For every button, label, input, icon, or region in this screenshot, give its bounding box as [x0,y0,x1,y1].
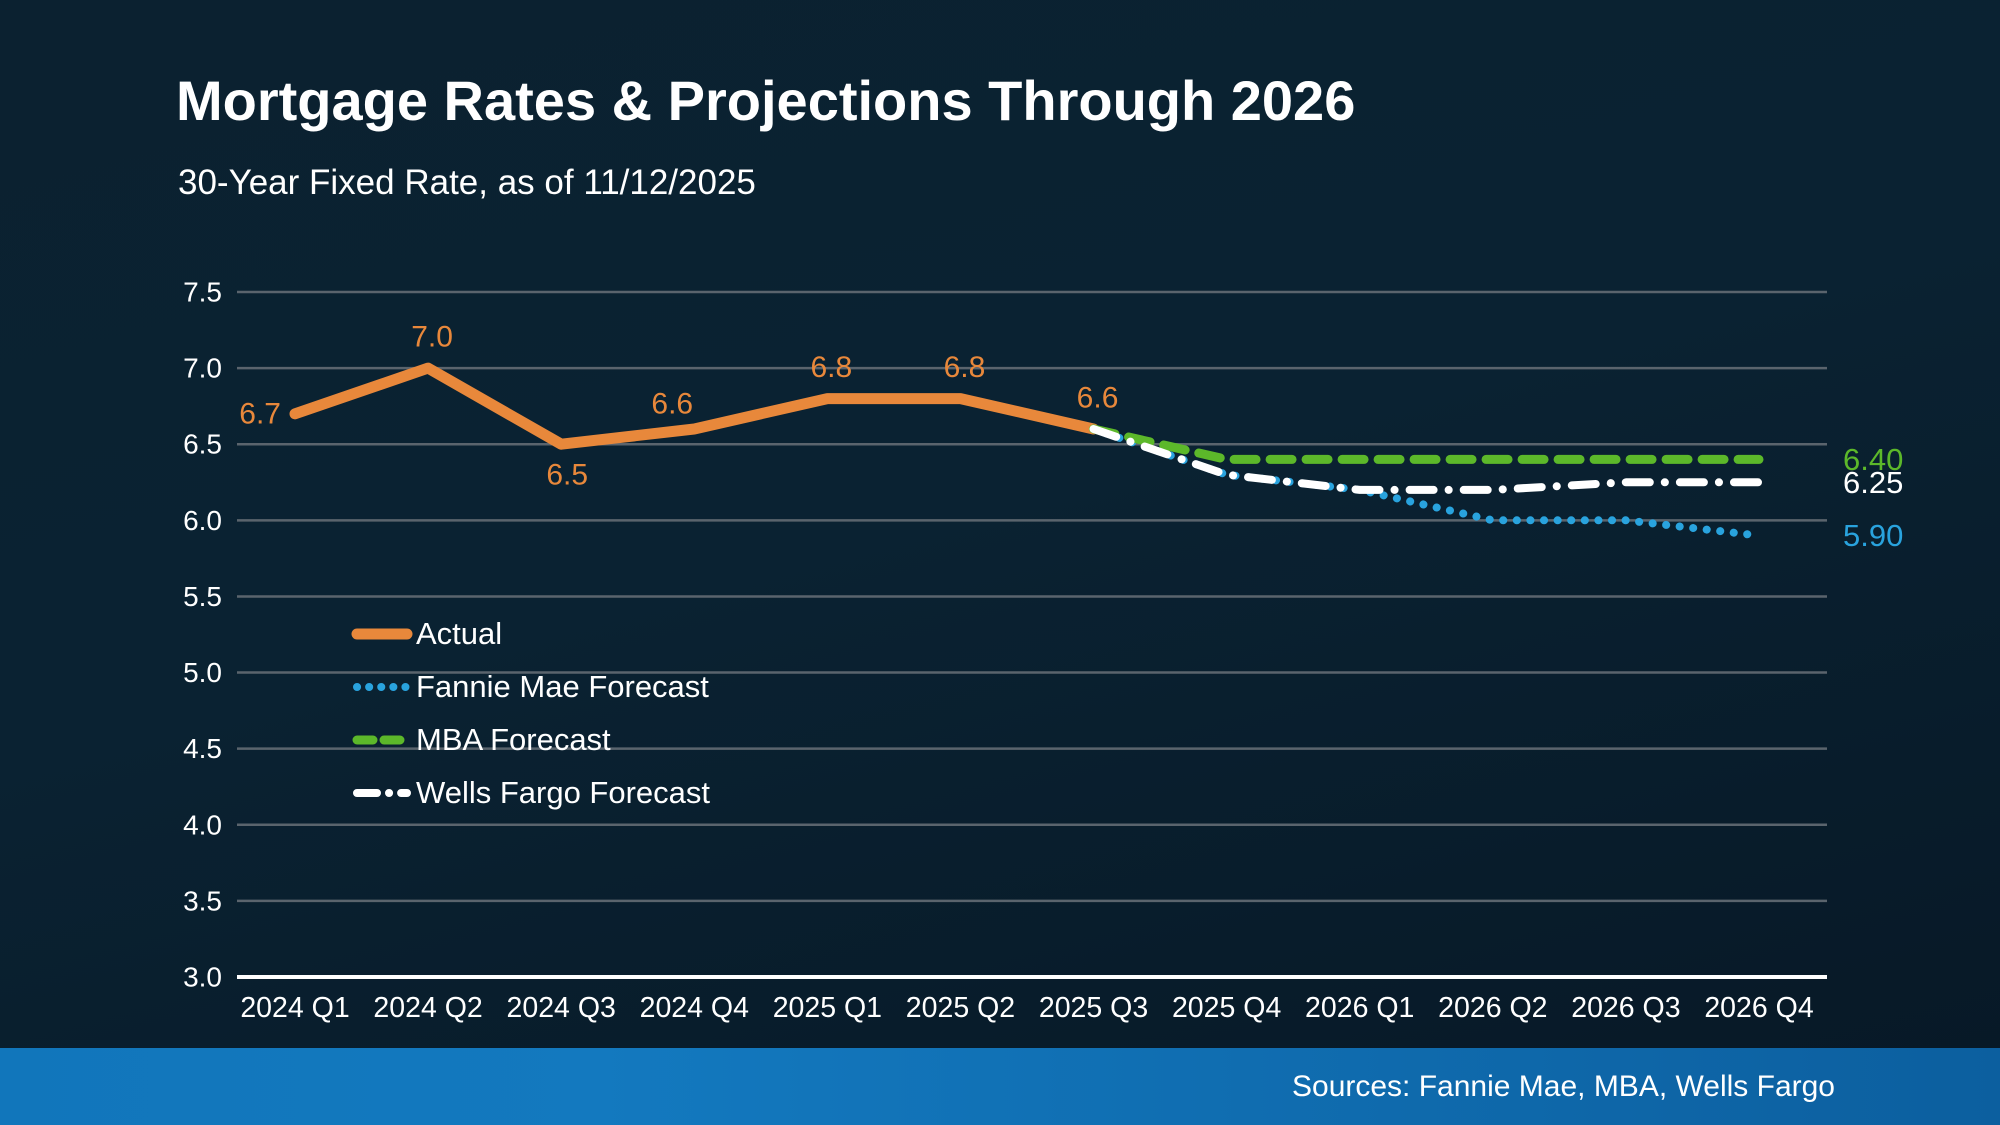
footer-bar: Sources: Fannie Mae, MBA, Wells Fargo [0,1048,2000,1125]
y-axis-tick-label: 4.5 [183,733,222,764]
legend-label: Wells Fargo Forecast [416,774,711,810]
data-point-label: 6.5 [546,459,588,492]
series-line-wells_fargo [1089,425,1763,494]
y-axis-tick-label: 5.0 [183,657,222,688]
legend-label: Actual [416,615,503,651]
series-line-actual [289,362,1099,450]
y-axis-tick-label: 5.5 [183,581,222,612]
legend-marker-wells_fargo-icon [353,788,411,797]
x-axis-tick-label: 2024 Q4 [640,992,749,1024]
x-axis-tick-label: 2024 Q1 [240,992,349,1024]
y-axis-tick-label: 6.0 [183,505,222,536]
y-axis-tick-label: 7.0 [183,353,222,384]
end-value-label-mba: 6.40 [1843,442,1903,477]
x-axis-tick-label: 2026 Q1 [1305,992,1414,1024]
sources-text: Sources: Fannie Mae, MBA, Wells Fargo [1292,1069,1835,1103]
legend-marker-actual-icon [351,628,413,639]
data-point-label: 6.8 [811,351,853,384]
page-subtitle: 30-Year Fixed Rate, as of 11/12/2025 [178,163,756,202]
legend-label: Fannie Mae Forecast [416,668,709,704]
x-axis-tick-label: 2025 Q3 [1039,992,1148,1024]
legend-marker-fannie_mae-icon [353,682,411,691]
legend-item-fannie_mae: Fannie Mae Forecast [350,660,710,713]
legend-marker-mba-icon [352,735,412,744]
y-axis-tick-label: 6.5 [183,429,222,460]
y-axis-tick-label: 3.5 [183,885,222,916]
series-line-mba [1089,424,1764,464]
legend: Actual Fannie Mae Forecast MBA Forecast Wel… [350,607,710,819]
x-axis-tick-label: 2025 Q4 [1172,992,1281,1024]
legend-item-mba: MBA Forecast [350,713,710,766]
y-axis-tick-label: 4.0 [183,809,222,840]
x-axis-tick-label: 2026 Q2 [1438,992,1547,1024]
data-point-label: 6.6 [651,388,693,421]
series-line-fannie_mae [1089,425,1763,540]
x-axis-tick-label: 2024 Q2 [373,992,482,1024]
y-axis-tick-label: 7.5 [183,277,222,308]
x-axis-tick-label: 2025 Q2 [906,992,1015,1024]
data-point-label: 6.7 [239,397,281,430]
x-axis-tick-label: 2026 Q3 [1571,992,1680,1024]
end-value-label-wells_fargo: 6.25 [1843,465,1903,500]
data-point-label: 6.6 [1077,382,1119,415]
data-point-label: 6.8 [944,351,986,384]
end-value-label-fannie_mae: 5.90 [1843,518,1903,553]
x-axis-tick-label: 2024 Q3 [507,992,616,1024]
page-title: Mortgage Rates & Projections Through 202… [176,69,1356,132]
y-axis-tick-label: 3.0 [183,962,222,993]
legend-item-wells_fargo: Wells Fargo Forecast [350,766,710,819]
x-axis-tick-label: 2026 Q4 [1704,992,1813,1024]
legend-label: MBA Forecast [416,721,611,757]
data-point-label: 7.0 [411,321,453,354]
legend-item-actual: Actual [350,607,710,660]
x-axis-tick-label: 2025 Q1 [773,992,882,1024]
